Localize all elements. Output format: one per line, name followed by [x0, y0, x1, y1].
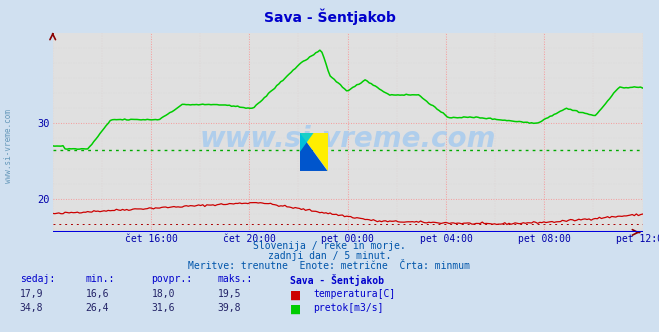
Text: 31,6: 31,6	[152, 303, 175, 313]
Text: pretok[m3/s]: pretok[m3/s]	[313, 303, 384, 313]
Text: ■: ■	[290, 303, 301, 316]
Text: 39,8: 39,8	[217, 303, 241, 313]
Text: min.:: min.:	[86, 274, 115, 284]
Text: zadnji dan / 5 minut.: zadnji dan / 5 minut.	[268, 251, 391, 261]
Text: 17,9: 17,9	[20, 289, 43, 299]
Text: sedaj:: sedaj:	[20, 274, 55, 284]
Text: www.si-vreme.com: www.si-vreme.com	[200, 125, 496, 153]
Text: 18,0: 18,0	[152, 289, 175, 299]
Text: 34,8: 34,8	[20, 303, 43, 313]
Text: Sava - Šentjakob: Sava - Šentjakob	[264, 8, 395, 25]
Text: ■: ■	[290, 289, 301, 302]
Polygon shape	[300, 133, 314, 152]
Text: Meritve: trenutne  Enote: metrične  Črta: minmum: Meritve: trenutne Enote: metrične Črta: …	[188, 261, 471, 271]
Polygon shape	[300, 133, 328, 171]
Text: maks.:: maks.:	[217, 274, 252, 284]
Polygon shape	[300, 133, 328, 171]
Text: temperatura[C]: temperatura[C]	[313, 289, 395, 299]
Text: Slovenija / reke in morje.: Slovenija / reke in morje.	[253, 241, 406, 251]
Text: 26,4: 26,4	[86, 303, 109, 313]
Text: Sava - Šentjakob: Sava - Šentjakob	[290, 274, 384, 286]
Text: www.si-vreme.com: www.si-vreme.com	[4, 109, 13, 183]
Text: povpr.:: povpr.:	[152, 274, 192, 284]
Text: 19,5: 19,5	[217, 289, 241, 299]
Text: 16,6: 16,6	[86, 289, 109, 299]
